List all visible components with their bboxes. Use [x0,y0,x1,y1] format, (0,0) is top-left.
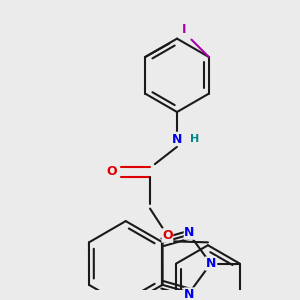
Text: I: I [182,23,186,36]
Text: N: N [172,133,182,146]
Text: N: N [184,226,195,239]
Text: N: N [184,288,195,300]
Text: O: O [106,165,117,178]
Text: H: H [190,134,199,144]
Text: N: N [206,257,216,270]
Text: O: O [162,229,173,242]
